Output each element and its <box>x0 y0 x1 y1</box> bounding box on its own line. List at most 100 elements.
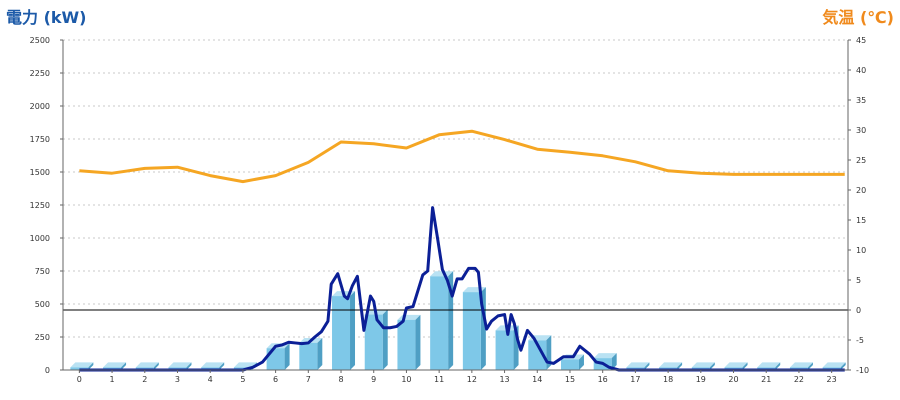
right-tick-label: -10 <box>856 366 869 375</box>
left-tick-label: 2000 <box>30 102 50 111</box>
bar-front <box>528 340 547 370</box>
bar-front <box>560 359 579 370</box>
left-tick-label: 750 <box>35 267 50 276</box>
left-tick-label: 2500 <box>30 36 50 45</box>
bar-side <box>382 309 388 370</box>
right-tick-label: 20 <box>856 186 866 195</box>
x-tick-label: 6 <box>273 375 278 384</box>
bar-side <box>153 362 159 370</box>
bar-side <box>186 362 192 370</box>
x-tick-label: 7 <box>306 375 311 384</box>
x-tick-label: 11 <box>434 375 444 384</box>
left-tick-label: 2250 <box>30 69 50 78</box>
bar-top <box>757 362 781 368</box>
bar-top <box>789 362 813 368</box>
temperature-line <box>79 129 845 184</box>
bar-front <box>364 314 383 370</box>
x-tick-label: 21 <box>761 375 771 384</box>
bar <box>528 335 552 370</box>
grid-lines <box>63 39 848 338</box>
bar-side <box>546 335 552 370</box>
right-tick-label: 35 <box>856 96 866 105</box>
right-axis-ticks: -10 -5 0 5 10 15 20 25 30 35 40 45 <box>848 36 869 375</box>
left-tick-label: 1500 <box>30 168 50 177</box>
axes <box>62 40 849 371</box>
bar-side <box>840 362 846 370</box>
bar-side <box>284 343 290 370</box>
bar <box>364 309 388 370</box>
x-tick-label: 22 <box>794 375 804 384</box>
bar-side <box>807 362 813 370</box>
bar-side <box>121 362 127 370</box>
bar-top <box>626 362 650 368</box>
x-tick-label: 12 <box>467 375 477 384</box>
bar-side <box>350 291 356 370</box>
bar-top <box>168 362 192 368</box>
bar-front <box>266 348 285 370</box>
bar-top <box>724 362 748 368</box>
bar-top <box>233 362 257 368</box>
left-axis-ticks: 0 250 500 750 1000 1250 1500 1750 2000 2250 2500 <box>30 36 63 375</box>
bar-side <box>611 353 617 370</box>
x-tick-label: 1 <box>110 375 115 384</box>
left-tick-label: 250 <box>35 333 50 342</box>
x-tick-label: 13 <box>499 375 509 384</box>
bar-front <box>332 296 351 370</box>
x-tick-label: 2 <box>142 375 147 384</box>
bar-top <box>659 362 683 368</box>
x-tick-label: 0 <box>77 375 82 384</box>
bar-side <box>88 362 94 370</box>
x-tick-label: 19 <box>696 375 706 384</box>
bar-top <box>691 362 715 368</box>
bar-side <box>677 362 683 370</box>
left-axis-title: 電力 (kW) <box>6 8 87 27</box>
left-tick-label: 0 <box>45 366 50 375</box>
x-tick-label: 15 <box>565 375 575 384</box>
bar-front <box>299 342 318 370</box>
bar-front <box>495 330 514 370</box>
right-tick-label: -5 <box>856 336 864 345</box>
left-tick-label: 1750 <box>30 135 50 144</box>
bar-front <box>430 276 449 370</box>
x-axis-ticks: 0 1 2 3 4 5 6 7 8 9 10 11 12 13 14 15 16 17 18 19 20 21 22 23 <box>77 370 837 384</box>
bar-top <box>103 362 127 368</box>
right-tick-label: 25 <box>856 156 866 165</box>
bar-side <box>644 362 650 370</box>
bar-side <box>317 337 323 370</box>
x-tick-label: 3 <box>175 375 180 384</box>
right-tick-label: 45 <box>856 36 866 45</box>
right-tick-label: 5 <box>856 276 861 285</box>
bar-top <box>70 362 94 368</box>
right-tick-label: 10 <box>856 246 866 255</box>
bar-top <box>135 362 159 368</box>
left-tick-label: 1000 <box>30 234 50 243</box>
x-tick-label: 9 <box>371 375 376 384</box>
bar-side <box>578 354 584 370</box>
power-line <box>79 206 845 372</box>
x-tick-label: 18 <box>663 375 673 384</box>
bar-front <box>462 292 481 370</box>
bar-side <box>219 362 225 370</box>
bar-top <box>593 353 617 359</box>
bar-side <box>775 362 781 370</box>
bar-front <box>397 319 416 370</box>
bar-side <box>709 362 715 370</box>
x-tick-label: 4 <box>208 375 213 384</box>
x-tick-label: 23 <box>827 375 837 384</box>
right-tick-label: 40 <box>856 66 866 75</box>
bar-top <box>201 362 225 368</box>
bar-side <box>742 362 748 370</box>
bar-side <box>415 314 421 370</box>
x-tick-label: 17 <box>630 375 640 384</box>
right-axis-title: 気温 (℃) <box>822 8 894 27</box>
line-series <box>79 129 845 372</box>
bar-top <box>822 362 846 368</box>
x-tick-label: 16 <box>598 375 608 384</box>
bar-top <box>430 271 454 277</box>
x-tick-label: 8 <box>338 375 343 384</box>
bar-series <box>70 271 846 370</box>
bar <box>332 291 356 370</box>
right-tick-label: 30 <box>856 126 866 135</box>
right-tick-label: 0 <box>856 306 861 315</box>
